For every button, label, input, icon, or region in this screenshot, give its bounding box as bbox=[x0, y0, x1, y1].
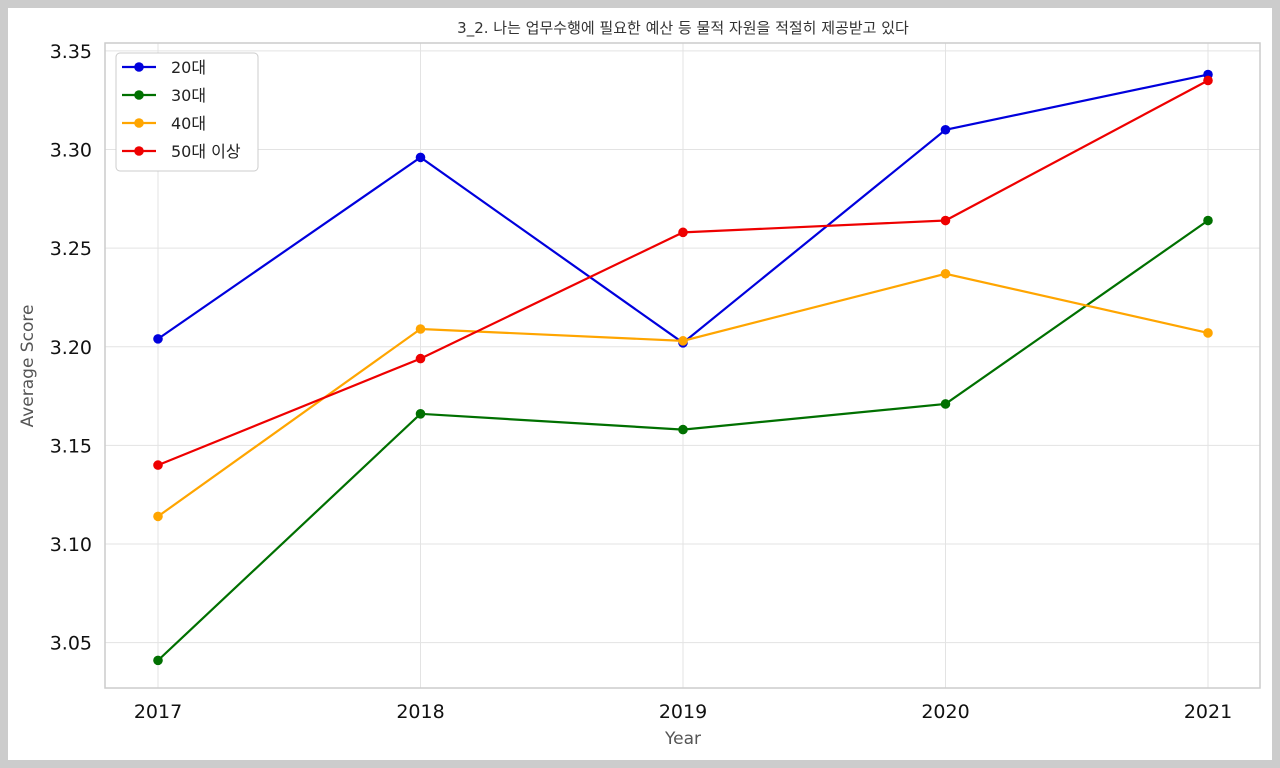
data-point bbox=[153, 511, 163, 522]
y-axis-label: Average Score bbox=[18, 305, 38, 428]
legend-box bbox=[115, 52, 259, 172]
legend-marker bbox=[134, 90, 144, 100]
x-axis-label: Year bbox=[664, 729, 701, 749]
y-tick-label: 3.10 bbox=[50, 534, 92, 556]
y-tick-labels: 3.05 3.10 3.15 3.20 3.25 3.30 3.35 bbox=[50, 41, 92, 655]
data-point bbox=[940, 124, 951, 135]
data-point bbox=[1203, 75, 1213, 86]
data-point bbox=[678, 336, 688, 346]
y-tick-label: 3.15 bbox=[50, 435, 92, 457]
data-point bbox=[153, 334, 163, 344]
data-point bbox=[415, 324, 426, 334]
x-tick-label: 2019 bbox=[659, 701, 707, 723]
line-chart: 3_2. 나는 업무수행에 필요한 예산 등 물적 자원을 적절히 제공받고 있… bbox=[18, 19, 1261, 749]
y-tick-label: 3.35 bbox=[50, 41, 92, 63]
legend-marker bbox=[134, 62, 144, 72]
y-tick-label: 3.25 bbox=[50, 238, 92, 260]
grid-lines bbox=[105, 43, 1260, 688]
data-point bbox=[1203, 328, 1213, 338]
y-tick-label: 3.30 bbox=[50, 140, 92, 162]
series-layer bbox=[153, 69, 1213, 666]
data-point bbox=[415, 409, 426, 419]
chart-title: 3_2. 나는 업무수행에 필요한 예산 등 물적 자원을 적절히 제공받고 있… bbox=[457, 19, 909, 38]
data-point bbox=[678, 424, 688, 435]
x-tick-label: 2021 bbox=[1184, 701, 1232, 723]
chart-frame: 3_2. 나는 업무수행에 필요한 예산 등 물적 자원을 적절히 제공받고 있… bbox=[8, 8, 1272, 760]
legend-marker bbox=[134, 146, 144, 156]
data-point bbox=[153, 460, 163, 470]
legend-label: 50대 이상 bbox=[171, 142, 241, 161]
x-tick-labels: 2017 2018 2019 2020 2021 bbox=[134, 701, 1232, 723]
x-tick-label: 2018 bbox=[396, 701, 444, 723]
y-tick-label: 3.20 bbox=[50, 337, 92, 359]
legend-label: 30대 bbox=[171, 86, 206, 105]
data-point bbox=[940, 215, 951, 226]
data-point bbox=[940, 399, 951, 409]
data-point bbox=[415, 152, 426, 163]
data-point bbox=[678, 227, 688, 238]
legend: 20대 30대 40대 50대 이상 bbox=[115, 52, 259, 172]
data-point bbox=[415, 353, 426, 364]
legend-marker bbox=[134, 118, 144, 128]
x-tick-label: 2020 bbox=[921, 701, 969, 723]
y-tick-label: 3.05 bbox=[50, 633, 92, 655]
data-point bbox=[1203, 215, 1213, 226]
data-point bbox=[940, 268, 951, 279]
legend-label: 20대 bbox=[171, 58, 206, 77]
data-point bbox=[153, 655, 163, 666]
plot-area-border bbox=[104, 42, 1261, 689]
x-tick-label: 2017 bbox=[134, 701, 182, 723]
legend-label: 40대 bbox=[171, 114, 206, 133]
